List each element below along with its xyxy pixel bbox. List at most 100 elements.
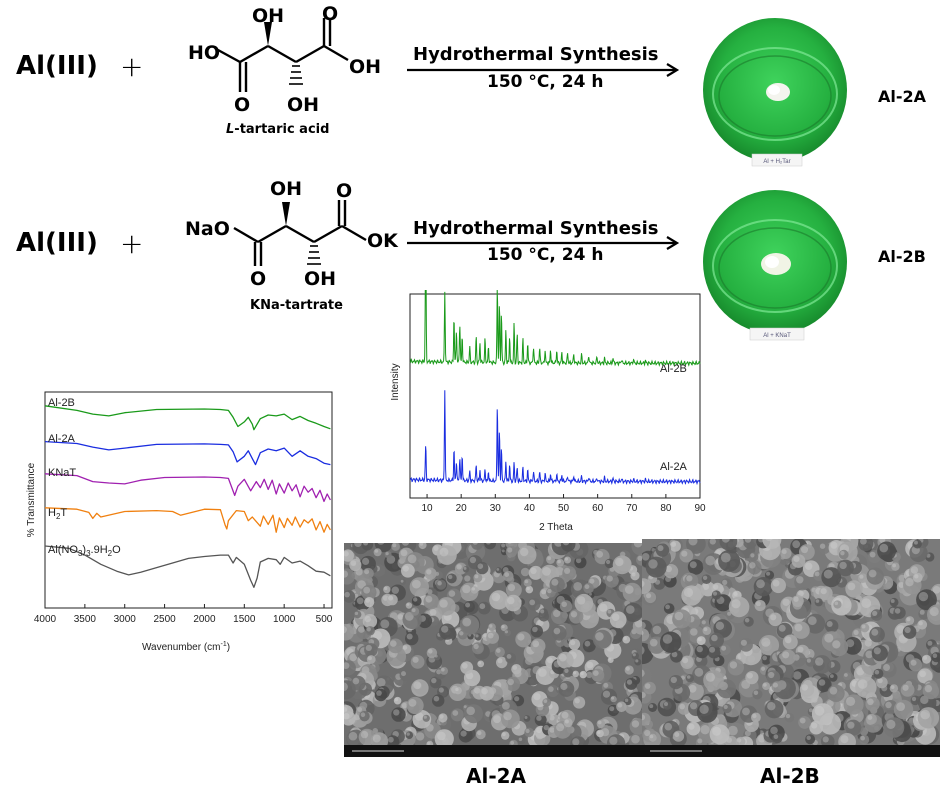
sem-particle [681, 585, 702, 606]
sem-particle [694, 644, 709, 659]
sem-particle-highlight [865, 650, 873, 659]
sem-particle-highlight [507, 584, 516, 592]
sem-particle-highlight [648, 559, 658, 569]
kna-tartrate-o-top: O [336, 180, 353, 202]
sem-particle [462, 566, 470, 573]
sem-particle [805, 657, 815, 667]
ftir-x-tick-label: 4000 [34, 614, 57, 625]
sem-particle-highlight [538, 668, 547, 677]
sem-particle-highlight [822, 736, 829, 743]
sem-particle-highlight [772, 682, 778, 688]
sem-particle-highlight [761, 666, 766, 671]
sem-particle [622, 582, 642, 602]
sem-particle-highlight [688, 723, 695, 730]
sem-particle [374, 688, 388, 702]
sem-particle [912, 539, 922, 549]
sem-particle [551, 625, 567, 641]
sem-particle-highlight [344, 662, 350, 669]
sem-particle-highlight [344, 713, 350, 720]
sem-particle-highlight [694, 667, 704, 677]
sem-particle [818, 542, 831, 554]
sem-particle-highlight [372, 728, 378, 734]
sem-particle [629, 718, 642, 735]
sem-particle-highlight [561, 711, 569, 719]
sem-particle-highlight [461, 662, 468, 669]
sem-particle-highlight [526, 586, 530, 591]
sem-particle-highlight [402, 645, 408, 650]
sem-particle-highlight [350, 560, 357, 566]
sem-particle-highlight [573, 671, 577, 675]
sem-particle [384, 551, 392, 559]
sem-particle [877, 541, 897, 561]
sem-particle-highlight [773, 734, 779, 739]
sem-particle-highlight [864, 639, 872, 647]
sem-particle [707, 539, 722, 551]
sem-particle [709, 632, 724, 648]
sem-particle-highlight [589, 578, 595, 584]
sem-particle-highlight [644, 683, 651, 689]
sem-particle [828, 673, 838, 682]
sem-particle-highlight [589, 592, 592, 596]
sem-particle [719, 644, 731, 656]
sem-particle-highlight [857, 679, 868, 689]
sem-particle [454, 686, 462, 695]
sem-particle-highlight [406, 732, 410, 736]
sem-particle-highlight [597, 730, 601, 734]
sem-particle [549, 576, 565, 593]
sem-particle [827, 684, 845, 702]
sem-particle-highlight [547, 588, 552, 594]
sem-particle-highlight [510, 740, 515, 745]
sem-particle [762, 682, 771, 691]
ftir-x-label: Wavenumber (cm-1) [142, 641, 230, 653]
xrd-x-tick-label: 40 [524, 503, 536, 514]
sem-particle-highlight [419, 543, 424, 546]
sem-particle-highlight [530, 567, 537, 574]
sem-particle-highlight [606, 575, 613, 582]
sem-particle [562, 667, 573, 678]
sem-particle-highlight [357, 580, 366, 589]
sem-particle-highlight [413, 681, 422, 690]
sem-particle [501, 709, 520, 729]
sem-particle-highlight [615, 557, 624, 567]
sem-particle [727, 659, 744, 676]
sem-particle [684, 573, 699, 588]
sem-particle-highlight [448, 590, 456, 597]
ftir-label-h2t: H2T [48, 507, 67, 521]
sem-particle [623, 602, 642, 622]
sem-particle-highlight [664, 702, 668, 706]
sem-particle [866, 567, 884, 585]
sem-particle-highlight [761, 637, 771, 647]
sem-particle-highlight [525, 728, 530, 734]
sem-particle-highlight [584, 640, 591, 647]
sem-particle-highlight [688, 539, 698, 546]
sem-particle-highlight [524, 579, 529, 584]
sem-particle-highlight [709, 646, 716, 653]
sem-particle-highlight [674, 611, 684, 621]
sem-particle-highlight [540, 609, 545, 614]
sem-particle-highlight [626, 605, 635, 614]
product-label-al2a: Al-2A [878, 87, 927, 106]
sem-particle-highlight [436, 669, 442, 675]
sem-particle-highlight [584, 584, 590, 590]
sem-particle-highlight [709, 539, 716, 545]
sem-particle-highlight [344, 591, 350, 598]
sem-particle [524, 727, 534, 738]
sem-particle-highlight [763, 683, 767, 687]
sem-particle [625, 677, 638, 690]
sem-particle-highlight [489, 624, 493, 628]
sem-particle-highlight [607, 609, 612, 614]
sem-particle-highlight [473, 643, 479, 650]
sem-particle-highlight [602, 690, 611, 698]
sem-particle-highlight [829, 686, 838, 695]
sem-particle-highlight [537, 619, 544, 627]
sem-particle [477, 601, 491, 615]
ftir-y-label: % Transmittance [26, 462, 37, 537]
sem-particle [743, 616, 754, 627]
sem-particle-highlight [559, 653, 567, 662]
sem-particle-highlight [452, 710, 459, 716]
sem-particle-highlight [637, 555, 642, 561]
sem-particle [409, 577, 429, 597]
sem-particle-highlight [894, 608, 901, 614]
sem-particle-highlight [762, 655, 767, 661]
sem-particle-highlight [501, 549, 505, 553]
